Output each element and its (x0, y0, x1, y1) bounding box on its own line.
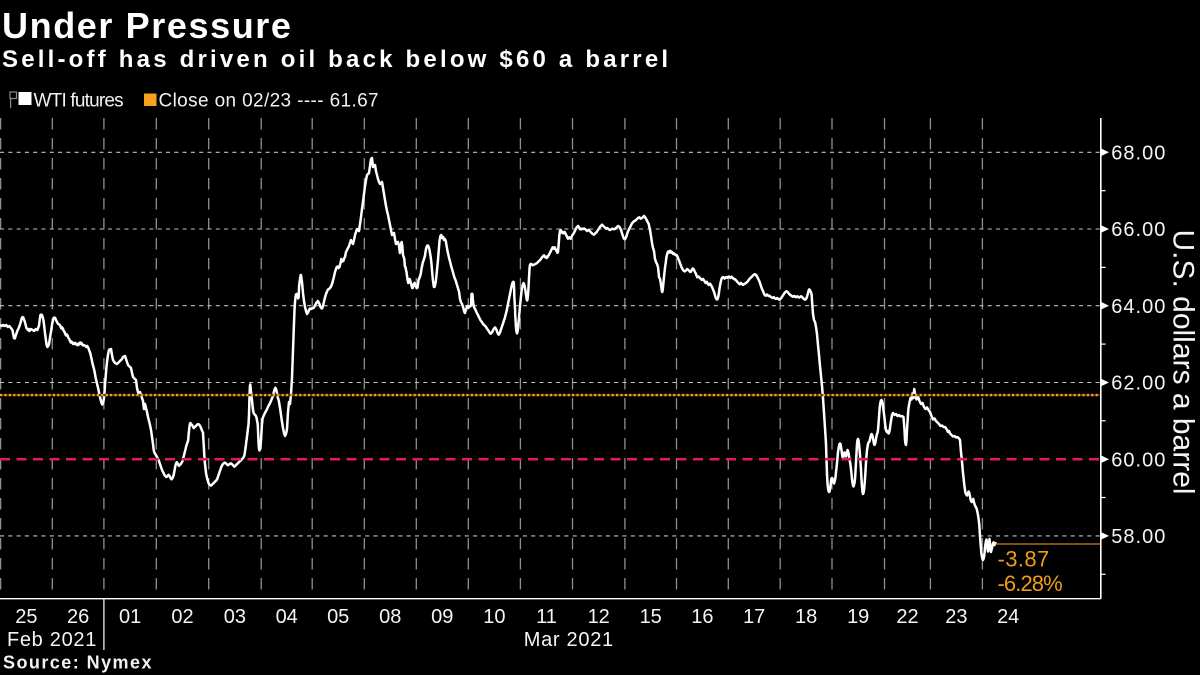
svg-text:26: 26 (67, 606, 89, 628)
svg-text:23: 23 (945, 606, 967, 628)
svg-text:22: 22 (896, 606, 918, 628)
svg-text:U.S. dollars a barrel: U.S. dollars a barrel (1167, 229, 1200, 494)
svg-text:24: 24 (997, 606, 1019, 628)
svg-text:60.00: 60.00 (1111, 449, 1166, 471)
svg-text:19: 19 (847, 606, 869, 628)
svg-text:Source: Nymex: Source: Nymex (3, 653, 153, 673)
svg-text:01: 01 (119, 606, 141, 628)
svg-text:18: 18 (795, 606, 817, 628)
svg-text:64.00: 64.00 (1111, 296, 1166, 318)
svg-text:Close on 02/23 ---- 61.67: Close on 02/23 ---- 61.67 (159, 91, 379, 112)
svg-text:09: 09 (431, 606, 453, 628)
svg-text:66.00: 66.00 (1111, 219, 1166, 241)
svg-text:WTI futures: WTI futures (34, 91, 124, 112)
svg-text:17: 17 (743, 606, 765, 628)
svg-text:Sell-off has driven oil back b: Sell-off has driven oil back below $60 a… (2, 46, 671, 73)
svg-text:68.00: 68.00 (1111, 143, 1166, 165)
svg-text:12: 12 (588, 606, 610, 628)
svg-text:Mar 2021: Mar 2021 (524, 629, 614, 651)
svg-text:05: 05 (327, 606, 349, 628)
svg-text:08: 08 (379, 606, 401, 628)
svg-text:03: 03 (224, 606, 246, 628)
svg-text:58.00: 58.00 (1111, 526, 1166, 548)
svg-text:16: 16 (691, 606, 713, 628)
svg-text:10: 10 (483, 606, 505, 628)
svg-text:04: 04 (276, 606, 298, 628)
svg-text:25: 25 (15, 606, 37, 628)
svg-text:15: 15 (640, 606, 662, 628)
svg-text:-6.28%: -6.28% (998, 571, 1063, 596)
svg-text:-3.87: -3.87 (998, 547, 1050, 572)
svg-text:Feb 2021: Feb 2021 (7, 629, 97, 651)
svg-text:62.00: 62.00 (1111, 373, 1166, 395)
svg-text:Under Pressure: Under Pressure (2, 5, 293, 46)
svg-text:02: 02 (171, 606, 193, 628)
svg-text:11: 11 (536, 606, 557, 628)
